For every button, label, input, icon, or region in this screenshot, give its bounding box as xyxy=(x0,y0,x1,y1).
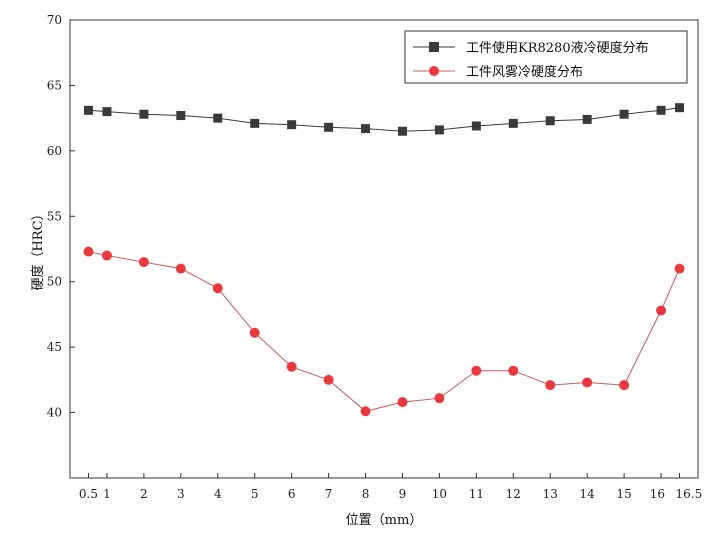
data-point-series-1 xyxy=(508,118,518,128)
data-point-series-2 xyxy=(360,406,371,417)
x-tick-label: 15 xyxy=(616,487,631,501)
legend-marker-series-2 xyxy=(429,66,439,76)
x-tick-label: 11 xyxy=(469,487,484,501)
x-tick-label: 8 xyxy=(362,487,370,501)
data-point-series-2 xyxy=(83,246,94,257)
x-axis-title: 位置（mm） xyxy=(346,513,423,528)
y-axis: 40 45 50 55 60 65 70 xyxy=(47,13,75,420)
data-point-series-1 xyxy=(619,109,629,119)
x-tick-label: 6 xyxy=(288,487,296,501)
data-point-series-1 xyxy=(250,118,260,128)
data-point-series-1 xyxy=(287,120,297,130)
data-point-series-1 xyxy=(361,124,371,134)
data-point-series-2 xyxy=(582,377,593,388)
data-point-series-2 xyxy=(545,380,556,391)
data-point-series-2 xyxy=(249,327,260,338)
data-point-series-2 xyxy=(286,361,297,372)
data-point-series-1 xyxy=(324,122,334,132)
data-point-series-2 xyxy=(508,365,519,376)
x-tick-label: 12 xyxy=(506,487,521,501)
data-point-series-1 xyxy=(397,126,407,136)
data-point-series-2 xyxy=(323,374,334,385)
y-tick-label: 60 xyxy=(47,144,62,158)
data-point-series-1 xyxy=(139,109,149,119)
x-tick-label: 5 xyxy=(251,487,259,501)
data-point-series-2 xyxy=(434,393,445,404)
legend-box xyxy=(404,30,688,84)
x-tick-label: 3 xyxy=(177,487,185,501)
data-point-series-2 xyxy=(212,283,223,294)
x-tick-label: 1 xyxy=(103,487,111,501)
data-point-series-1 xyxy=(434,125,444,135)
series-line-1 xyxy=(88,107,680,132)
x-tick-label: 14 xyxy=(580,487,596,501)
data-point-series-1 xyxy=(176,111,186,121)
data-point-series-1 xyxy=(545,116,555,126)
series-layer xyxy=(83,103,685,417)
data-point-series-2 xyxy=(397,397,408,408)
data-point-series-1 xyxy=(83,105,93,115)
data-point-series-1 xyxy=(656,105,666,115)
data-point-series-2 xyxy=(101,250,112,261)
legend-label-series-2: 工件风雾冷硬度分布 xyxy=(466,64,583,80)
series-line-2 xyxy=(88,251,680,412)
data-point-series-1 xyxy=(582,114,592,124)
data-point-series-2 xyxy=(656,305,667,316)
data-point-series-1 xyxy=(675,103,685,113)
data-point-series-2 xyxy=(138,257,149,268)
x-tick-label: 4 xyxy=(214,487,222,501)
data-point-series-1 xyxy=(213,113,223,123)
data-point-series-1 xyxy=(102,107,112,117)
data-point-series-2 xyxy=(619,380,630,391)
y-tick-label: 65 xyxy=(47,78,62,92)
x-axis: 0.5 1 2 3 4 5 6 7 8 9 10 11 12 13 14 15 16 16.5 xyxy=(79,473,702,501)
x-tick-label: 9 xyxy=(399,487,407,501)
plot-frame xyxy=(69,19,699,479)
data-point-series-2 xyxy=(674,263,685,274)
x-tick-label: 16 xyxy=(650,487,665,501)
legend: 工件使用KR8280液冷硬度分布 工件风雾冷硬度分布 xyxy=(404,30,688,84)
y-tick-label: 55 xyxy=(47,209,62,223)
legend-label-series-1: 工件使用KR8280液冷硬度分布 xyxy=(466,40,649,56)
x-tick-label: 7 xyxy=(325,487,333,501)
y-tick-label: 40 xyxy=(47,406,62,420)
x-tick-label: 2 xyxy=(140,487,148,501)
y-tick-label: 70 xyxy=(47,13,62,27)
data-point-series-1 xyxy=(471,121,481,131)
y-tick-label: 50 xyxy=(47,275,62,289)
y-axis-title: 硬度（HRC） xyxy=(30,207,46,290)
data-point-series-2 xyxy=(175,263,186,274)
x-tick-label: 0.5 xyxy=(79,487,98,501)
y-tick-label: 45 xyxy=(47,340,62,354)
x-tick-label: 10 xyxy=(432,487,447,501)
data-point-series-2 xyxy=(471,365,482,376)
x-tick-label: 16.5 xyxy=(676,487,703,501)
legend-marker-series-1 xyxy=(429,42,439,52)
x-tick-label: 13 xyxy=(543,487,558,501)
